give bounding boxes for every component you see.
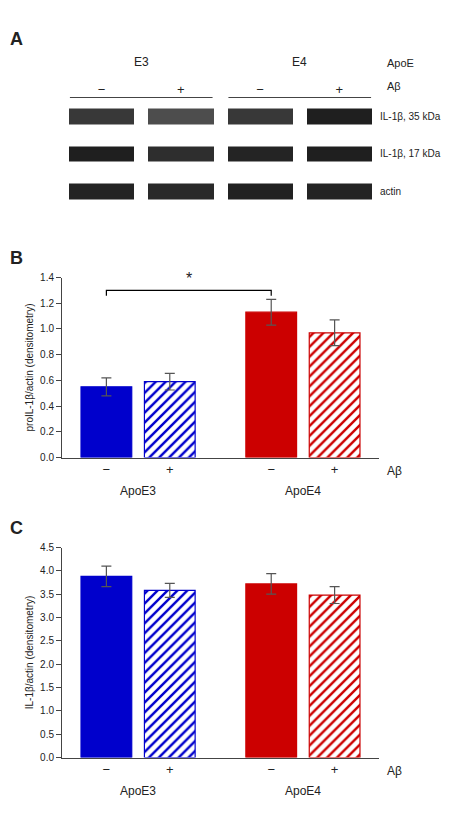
svg-text:ApoE3: ApoE3	[120, 484, 156, 498]
svg-text:−: −	[267, 762, 275, 777]
svg-text:0.5: 0.5	[40, 729, 54, 740]
svg-text:0.6: 0.6	[40, 375, 54, 386]
svg-text:+: +	[331, 462, 339, 477]
svg-text:0.4: 0.4	[40, 401, 54, 412]
svg-text:*: *	[186, 270, 192, 287]
svg-text:+: +	[177, 82, 185, 97]
svg-text:4.5: 4.5	[40, 542, 54, 553]
svg-text:+: +	[166, 762, 174, 777]
svg-text:Aβ: Aβ	[387, 764, 402, 778]
svg-text:ApoE3: ApoE3	[120, 784, 156, 798]
svg-text:4.0: 4.0	[40, 565, 54, 576]
svg-text:1.4: 1.4	[40, 272, 54, 283]
svg-text:ApoE: ApoE	[387, 57, 414, 69]
svg-text:ApoE4: ApoE4	[285, 784, 321, 798]
svg-text:−: −	[267, 462, 275, 477]
svg-text:−: −	[103, 462, 111, 477]
svg-text:1.0: 1.0	[40, 323, 54, 334]
svg-text:Aβ: Aβ	[387, 80, 401, 92]
svg-text:−: −	[256, 82, 264, 97]
svg-text:IL-1β, 17 kDa: IL-1β, 17 kDa	[380, 148, 441, 159]
svg-text:3.0: 3.0	[40, 612, 54, 623]
svg-text:1.5: 1.5	[40, 682, 54, 693]
svg-text:−: −	[103, 762, 111, 777]
svg-text:+: +	[331, 762, 339, 777]
svg-text:C: C	[10, 518, 23, 538]
svg-text:1.2: 1.2	[40, 298, 54, 309]
svg-text:0.0: 0.0	[40, 752, 54, 763]
svg-text:0.0: 0.0	[40, 452, 54, 463]
svg-text:3.5: 3.5	[40, 589, 54, 600]
svg-text:Aβ: Aβ	[387, 464, 402, 478]
svg-text:B: B	[10, 248, 23, 268]
svg-text:E3: E3	[134, 55, 149, 69]
svg-text:ApoE4: ApoE4	[285, 484, 321, 498]
svg-text:0.2: 0.2	[40, 426, 54, 437]
svg-text:2.0: 2.0	[40, 659, 54, 670]
svg-text:IL-1β/actin (densitometry): IL-1β/actin (densitometry)	[24, 596, 35, 710]
svg-text:1.0: 1.0	[40, 705, 54, 716]
svg-text:proIL-1β/actin (densitometry): proIL-1β/actin (densitometry)	[24, 303, 35, 431]
svg-text:actin: actin	[380, 186, 401, 197]
svg-text:IL-1β, 35 kDa: IL-1β, 35 kDa	[380, 111, 441, 122]
svg-text:+: +	[336, 82, 344, 97]
svg-text:−: −	[98, 82, 106, 97]
svg-text:E4: E4	[292, 55, 307, 69]
svg-text:0.8: 0.8	[40, 349, 54, 360]
svg-text:2.5: 2.5	[40, 635, 54, 646]
svg-text:A: A	[10, 29, 23, 49]
svg-text:+: +	[166, 462, 174, 477]
